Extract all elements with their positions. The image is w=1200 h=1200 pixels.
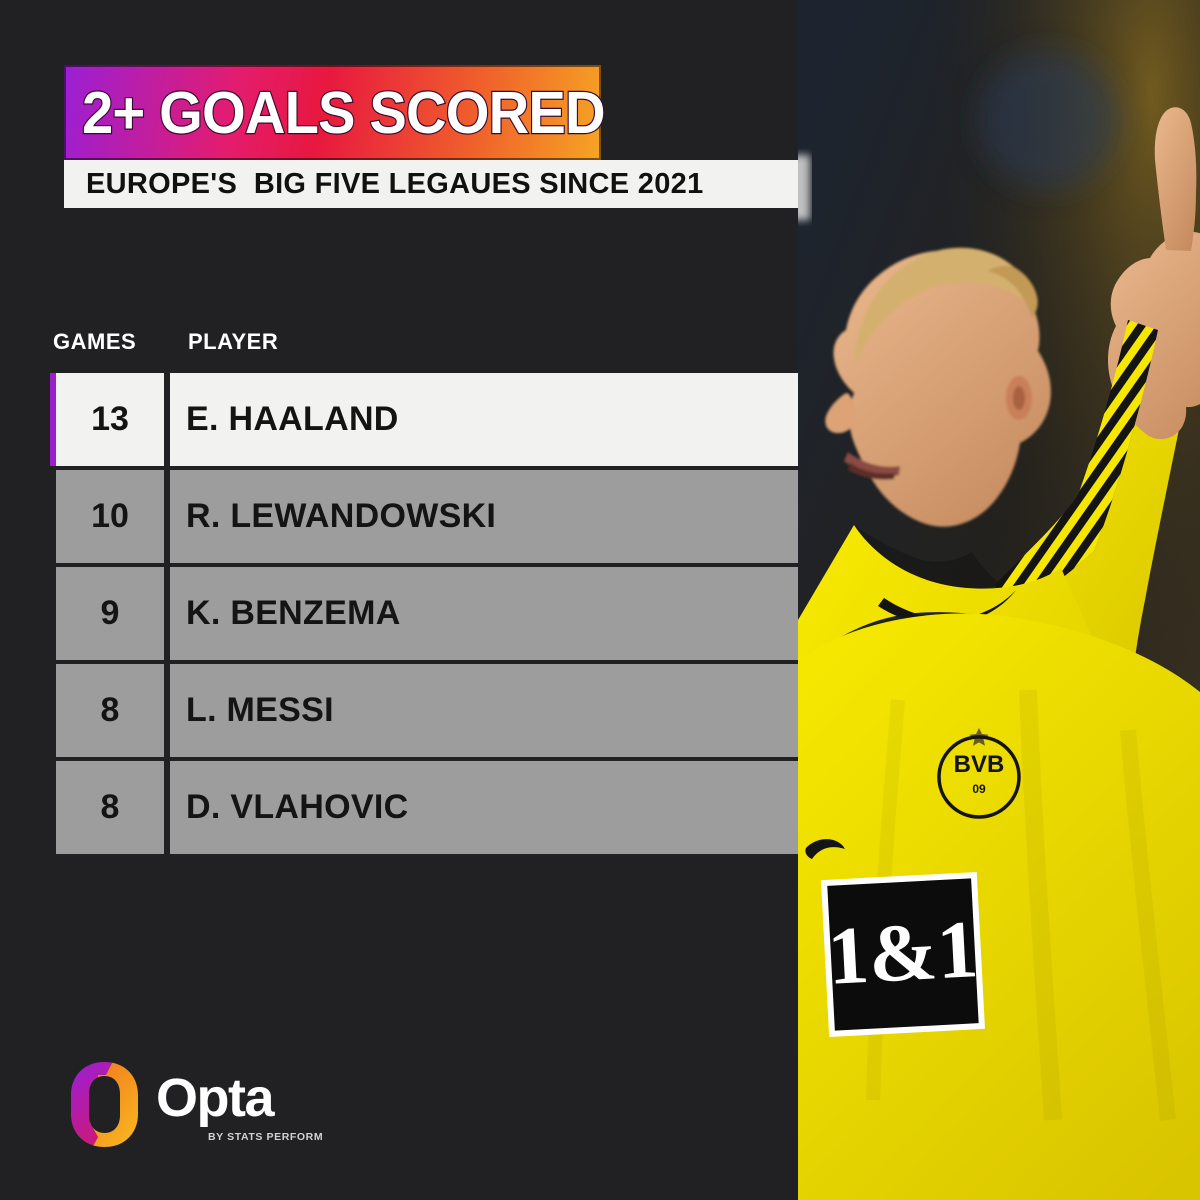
svg-text:09: 09 bbox=[972, 782, 986, 796]
svg-text:1&1: 1&1 bbox=[825, 903, 980, 1002]
svg-text:BVB: BVB bbox=[954, 751, 1005, 778]
